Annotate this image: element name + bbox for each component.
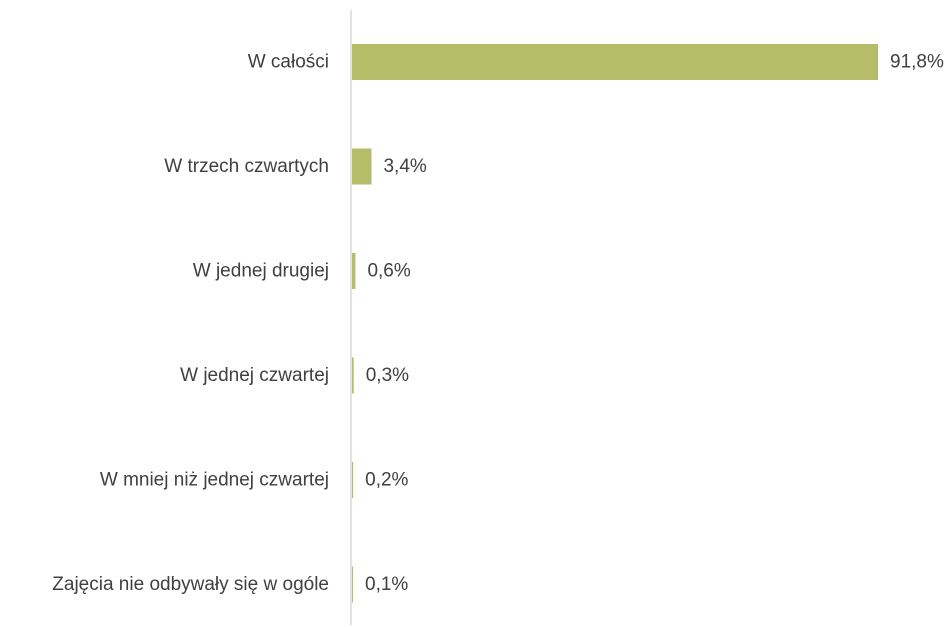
bar: [352, 357, 354, 394]
value-label: 91,8%: [890, 52, 944, 73]
bars-group: [352, 44, 878, 603]
bar: [352, 148, 372, 185]
value-label: 3,4%: [383, 156, 426, 177]
value-label: 0,6%: [367, 261, 410, 282]
bar: [352, 44, 878, 80]
category-label: W jednej czwartej: [180, 365, 329, 386]
category-labels-group: W całości W trzech czwartych W jednej drug…: [52, 52, 329, 596]
bar: [352, 462, 354, 498]
category-label: Zajęcia nie odbywały się w ogóle: [52, 574, 329, 595]
category-label: W trzech czwartych: [164, 156, 329, 177]
value-labels-group: 91,8% 3,4% 0,6% 0,3% 0,2% 0,1%: [365, 52, 944, 596]
value-label: 0,3%: [366, 365, 409, 386]
bar: [352, 253, 356, 289]
value-label: 0,2%: [365, 470, 408, 491]
category-label: W mniej niż jednej czwartej: [100, 470, 329, 491]
category-label: W jednej drugiej: [193, 261, 329, 282]
category-label: W całości: [248, 52, 329, 73]
value-label: 0,1%: [365, 574, 408, 595]
bar: [352, 566, 353, 603]
